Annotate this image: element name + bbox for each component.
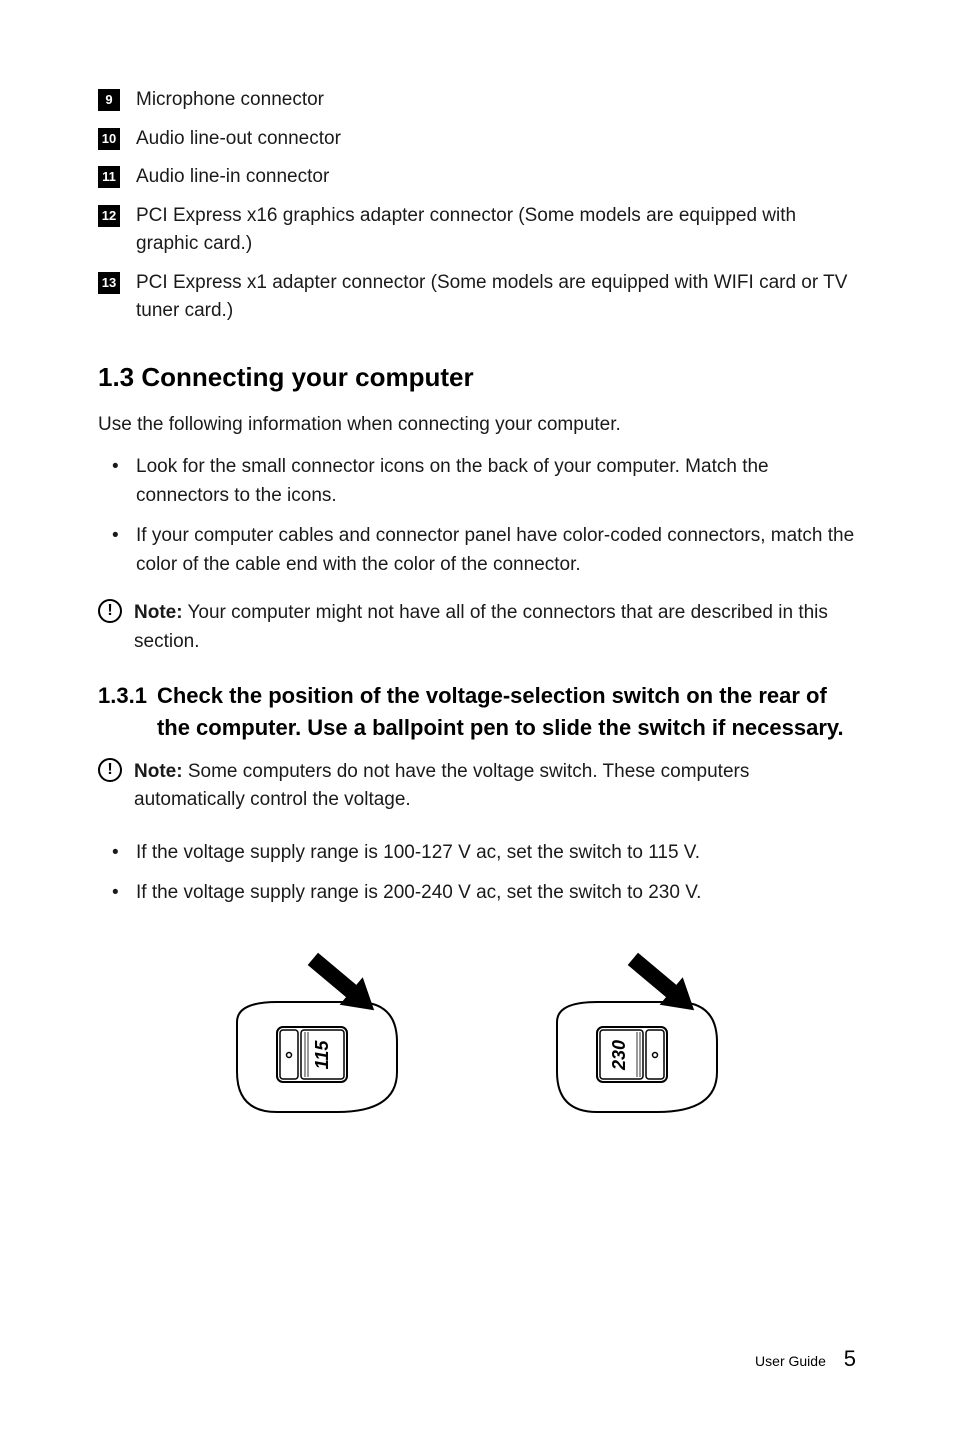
note-text: Note: Some computers do not have the vol… [134, 758, 856, 815]
list-item: 9 Microphone connector [98, 86, 856, 115]
warning-icon: ! [98, 758, 122, 782]
bullet-item: If the voltage supply range is 200-240 V… [98, 879, 856, 908]
list-item-text: Audio line-in connector [136, 163, 856, 192]
note-text: Note: Your computer might not have all o… [134, 599, 856, 656]
number-badge: 9 [98, 89, 120, 111]
list-item: 12 PCI Express x16 graphics adapter conn… [98, 202, 856, 259]
page-number: 5 [844, 1346, 856, 1371]
note-body: Some computers do not have the voltage s… [134, 761, 749, 811]
bullet-item: If your computer cables and connector pa… [98, 522, 856, 579]
page-content: 9 Microphone connector 10 Audio line-out… [0, 0, 954, 1452]
list-item: 13 PCI Express x1 adapter connector (Som… [98, 269, 856, 326]
list-item: 11 Audio line-in connector [98, 163, 856, 192]
list-item-text: Microphone connector [136, 86, 856, 115]
section-intro-text: Use the following information when conne… [98, 411, 856, 440]
subsection-heading: 1.3.1 Check the position of the voltage-… [98, 680, 856, 744]
number-badge: 12 [98, 205, 120, 227]
subsection-number: 1.3.1 [98, 680, 147, 744]
list-item-text: Audio line-out connector [136, 125, 856, 154]
note-label: Note: [134, 602, 183, 623]
voltage-switch-diagrams: 115 230 [98, 932, 856, 1132]
voltage-switch-230-diagram: 230 [537, 932, 737, 1132]
switch-label-115: 115 [312, 1039, 332, 1069]
bullet-item: If the voltage supply range is 100-127 V… [98, 839, 856, 868]
note-block: ! Note: Your computer might not have all… [98, 599, 856, 656]
bullet-list: If the voltage supply range is 100-127 V… [98, 839, 856, 908]
voltage-switch-115-diagram: 115 [217, 932, 417, 1132]
section-heading: 1.3 Connecting your computer [98, 362, 856, 393]
page-footer: User Guide 5 [755, 1346, 856, 1372]
warning-icon: ! [98, 599, 122, 623]
footer-label: User Guide [755, 1353, 826, 1369]
note-block: ! Note: Some computers do not have the v… [98, 758, 856, 815]
list-item: 10 Audio line-out connector [98, 125, 856, 154]
list-item-text: PCI Express x1 adapter connector (Some m… [136, 269, 856, 326]
number-badge: 10 [98, 128, 120, 150]
bullet-list: Look for the small connector icons on th… [98, 453, 856, 579]
subsection-title: Check the position of the voltage-select… [157, 680, 856, 744]
number-badge: 13 [98, 272, 120, 294]
note-label: Note: [134, 761, 183, 782]
switch-label-230: 230 [609, 1040, 629, 1071]
list-item-text: PCI Express x16 graphics adapter connect… [136, 202, 856, 259]
number-badge: 11 [98, 166, 120, 188]
numbered-connector-list: 9 Microphone connector 10 Audio line-out… [98, 86, 856, 326]
note-body: Your computer might not have all of the … [134, 602, 828, 652]
bullet-item: Look for the small connector icons on th… [98, 453, 856, 510]
